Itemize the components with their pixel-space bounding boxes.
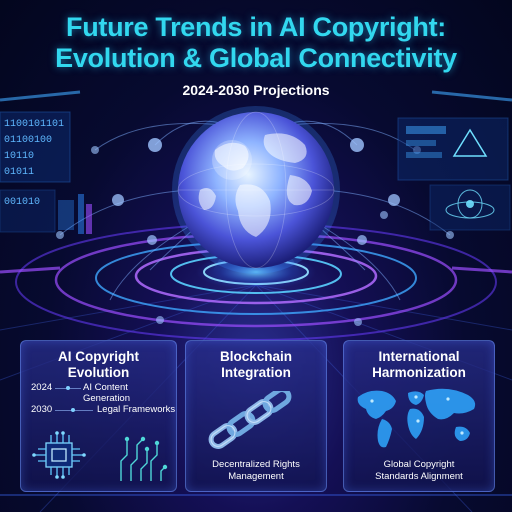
timeline-label: AI Content Generation xyxy=(83,382,131,404)
timeline-dot xyxy=(71,408,75,412)
binary-text: 1100101101 01100100 10110 01011 001010 xyxy=(4,119,64,208)
globe-icon xyxy=(172,106,340,274)
network-nodes xyxy=(56,138,454,326)
world-map-icon xyxy=(357,388,476,448)
left-data-screen xyxy=(0,111,92,234)
binary-row: 001010 xyxy=(4,197,40,208)
circuit-icon xyxy=(120,436,168,481)
panel-title-line2: Evolution xyxy=(67,365,130,380)
binary-row: 01100100 xyxy=(4,135,52,146)
panel-caption-line1: Global Copyright xyxy=(383,459,455,470)
panel-title-line2: Integration xyxy=(221,365,291,380)
binary-row: 1100101101 xyxy=(4,119,64,130)
panel-blockchain-integration: Blockchain Integration Decentralized Rig… xyxy=(185,340,327,492)
panel-title-line2: Harmonization xyxy=(372,365,466,380)
panel-ai-copyright-evolution: AI Copyright Evolution 2024 AI Content G… xyxy=(20,340,177,492)
panel-caption-line2: Standards Alignment xyxy=(375,471,463,482)
chain-icon xyxy=(208,391,292,449)
chip-icon xyxy=(32,431,86,479)
panel-international-harmonization: International Harmonization Global Copyr… xyxy=(343,340,495,492)
timeline-year: 2030 xyxy=(31,404,53,415)
timeline-label: Legal Frameworks xyxy=(97,404,176,415)
page-title-line1: Future Trends in AI Copyright: xyxy=(66,12,446,42)
panel-title-line1: International xyxy=(378,349,460,364)
panel-title-line1: AI Copyright xyxy=(58,349,139,364)
edge-streaks xyxy=(0,90,512,496)
page-title-line2: Evolution & Global Connectivity xyxy=(55,43,457,73)
timeline-dot xyxy=(66,386,70,390)
timeline-year: 2024 xyxy=(31,382,53,393)
panel-caption-line2: Management xyxy=(228,471,284,482)
right-hologram-screen xyxy=(397,117,511,231)
page-subtitle: 2024-2030 Projections xyxy=(182,82,330,98)
binary-row: 01011 xyxy=(4,167,34,178)
panel-caption-line1: Decentralized Rights xyxy=(212,459,300,470)
panel-title-line1: Blockchain xyxy=(219,349,293,364)
binary-row: 10110 xyxy=(4,151,34,162)
